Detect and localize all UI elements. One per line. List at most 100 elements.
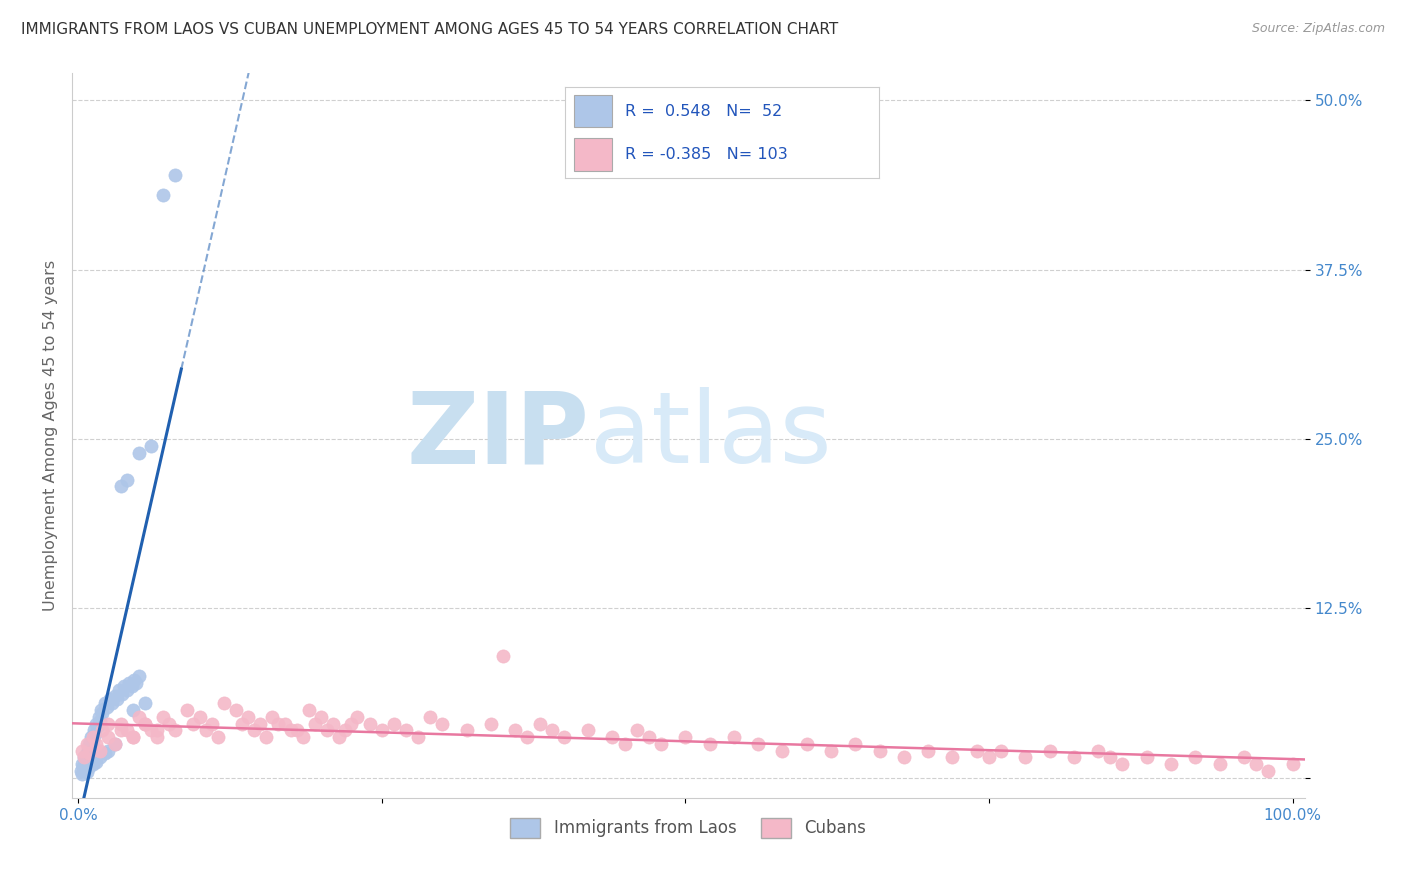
Point — [121, 730, 143, 744]
Point — [115, 473, 138, 487]
Point — [382, 716, 405, 731]
Point — [406, 730, 429, 744]
Point — [335, 723, 357, 738]
Text: Source: ZipAtlas.com: Source: ZipAtlas.com — [1251, 22, 1385, 36]
Point — [77, 747, 100, 761]
Point — [110, 479, 132, 493]
Point — [94, 696, 117, 710]
Point — [70, 766, 93, 780]
Point — [76, 744, 98, 758]
Point — [111, 687, 134, 701]
Point — [990, 744, 1012, 758]
Point — [869, 744, 891, 758]
Point — [1184, 750, 1206, 764]
Point — [553, 730, 575, 744]
Point — [503, 723, 526, 738]
Point — [139, 439, 162, 453]
Point — [134, 696, 156, 710]
Point — [121, 703, 143, 717]
Point — [82, 732, 104, 747]
Point — [328, 730, 350, 744]
Point — [128, 669, 150, 683]
Point — [201, 716, 224, 731]
Point — [637, 730, 659, 744]
Point — [243, 723, 266, 738]
Point — [128, 445, 150, 459]
Point — [157, 716, 180, 731]
Point — [1039, 744, 1062, 758]
Point — [1111, 757, 1133, 772]
Point — [941, 750, 963, 764]
Point — [346, 710, 368, 724]
Point — [115, 723, 138, 738]
Point — [134, 716, 156, 731]
Point — [917, 744, 939, 758]
Point — [101, 696, 124, 710]
Point — [432, 716, 454, 731]
Point — [236, 710, 259, 724]
Point — [298, 703, 321, 717]
Point — [89, 750, 111, 764]
Text: ZIP: ZIP — [406, 387, 589, 484]
Point — [772, 744, 794, 758]
Point — [75, 755, 97, 769]
Point — [152, 188, 174, 202]
Point — [267, 716, 290, 731]
Point — [183, 716, 205, 731]
Point — [249, 716, 271, 731]
Point — [146, 730, 169, 744]
Point — [1014, 750, 1036, 764]
Y-axis label: Unemployment Among Ages 45 to 54 years: Unemployment Among Ages 45 to 54 years — [44, 260, 58, 611]
Point — [340, 716, 363, 731]
Point — [72, 760, 94, 774]
Point — [479, 716, 502, 731]
Point — [152, 710, 174, 724]
Point — [231, 716, 253, 731]
Point — [966, 744, 988, 758]
Point — [723, 730, 745, 744]
Point — [96, 700, 118, 714]
Point — [212, 696, 235, 710]
Point — [280, 723, 302, 738]
Point — [650, 737, 672, 751]
Point — [626, 723, 648, 738]
Point — [82, 757, 104, 772]
Point — [70, 744, 93, 758]
Point — [529, 716, 551, 731]
Point — [97, 716, 120, 731]
Point — [84, 727, 107, 741]
Point — [73, 750, 96, 764]
Point — [309, 710, 332, 724]
Point — [1233, 750, 1256, 764]
Point — [456, 723, 478, 738]
Point — [76, 765, 98, 780]
Point — [262, 710, 284, 724]
Point — [89, 714, 111, 728]
Point — [165, 723, 187, 738]
Point — [165, 168, 187, 182]
Point — [285, 723, 308, 738]
Text: IMMIGRANTS FROM LAOS VS CUBAN UNEMPLOYMENT AMONG AGES 45 TO 54 YEARS CORRELATION: IMMIGRANTS FROM LAOS VS CUBAN UNEMPLOYME… — [21, 22, 838, 37]
Point — [122, 673, 145, 688]
Point — [73, 750, 96, 764]
Point — [108, 682, 131, 697]
Point — [77, 737, 100, 751]
Point — [103, 737, 125, 751]
Point — [254, 730, 277, 744]
Point — [419, 710, 441, 724]
Point — [673, 730, 696, 744]
Point — [893, 750, 915, 764]
Point — [207, 730, 229, 744]
Point — [97, 730, 120, 744]
Point — [1063, 750, 1085, 764]
Point — [83, 723, 105, 738]
Point — [103, 737, 125, 751]
Point — [820, 744, 842, 758]
Point — [112, 679, 135, 693]
Point — [176, 703, 198, 717]
Point — [395, 723, 418, 738]
Point — [304, 716, 326, 731]
Point — [1257, 764, 1279, 778]
Point — [79, 741, 101, 756]
Point — [77, 760, 100, 774]
